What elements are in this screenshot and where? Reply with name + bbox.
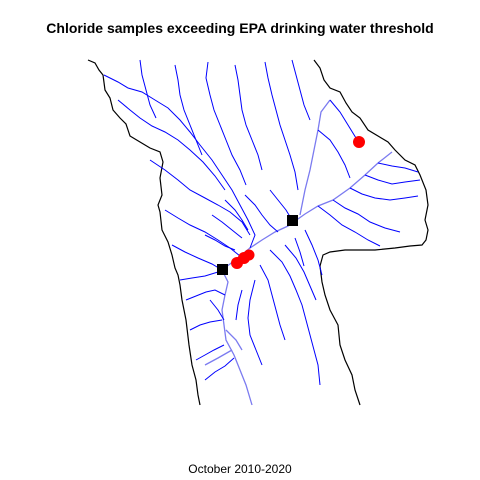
exceedance-sample-marker [243, 249, 255, 261]
watershed-boundary [87, 59, 429, 406]
station-marker [217, 264, 228, 275]
streams [103, 59, 421, 386]
map-caption: October 2010-2020 [188, 462, 292, 476]
exceedance-sample-marker [353, 136, 365, 148]
station-marker [287, 215, 298, 226]
map-title: Chloride samples exceeding EPA drinking … [46, 20, 434, 36]
